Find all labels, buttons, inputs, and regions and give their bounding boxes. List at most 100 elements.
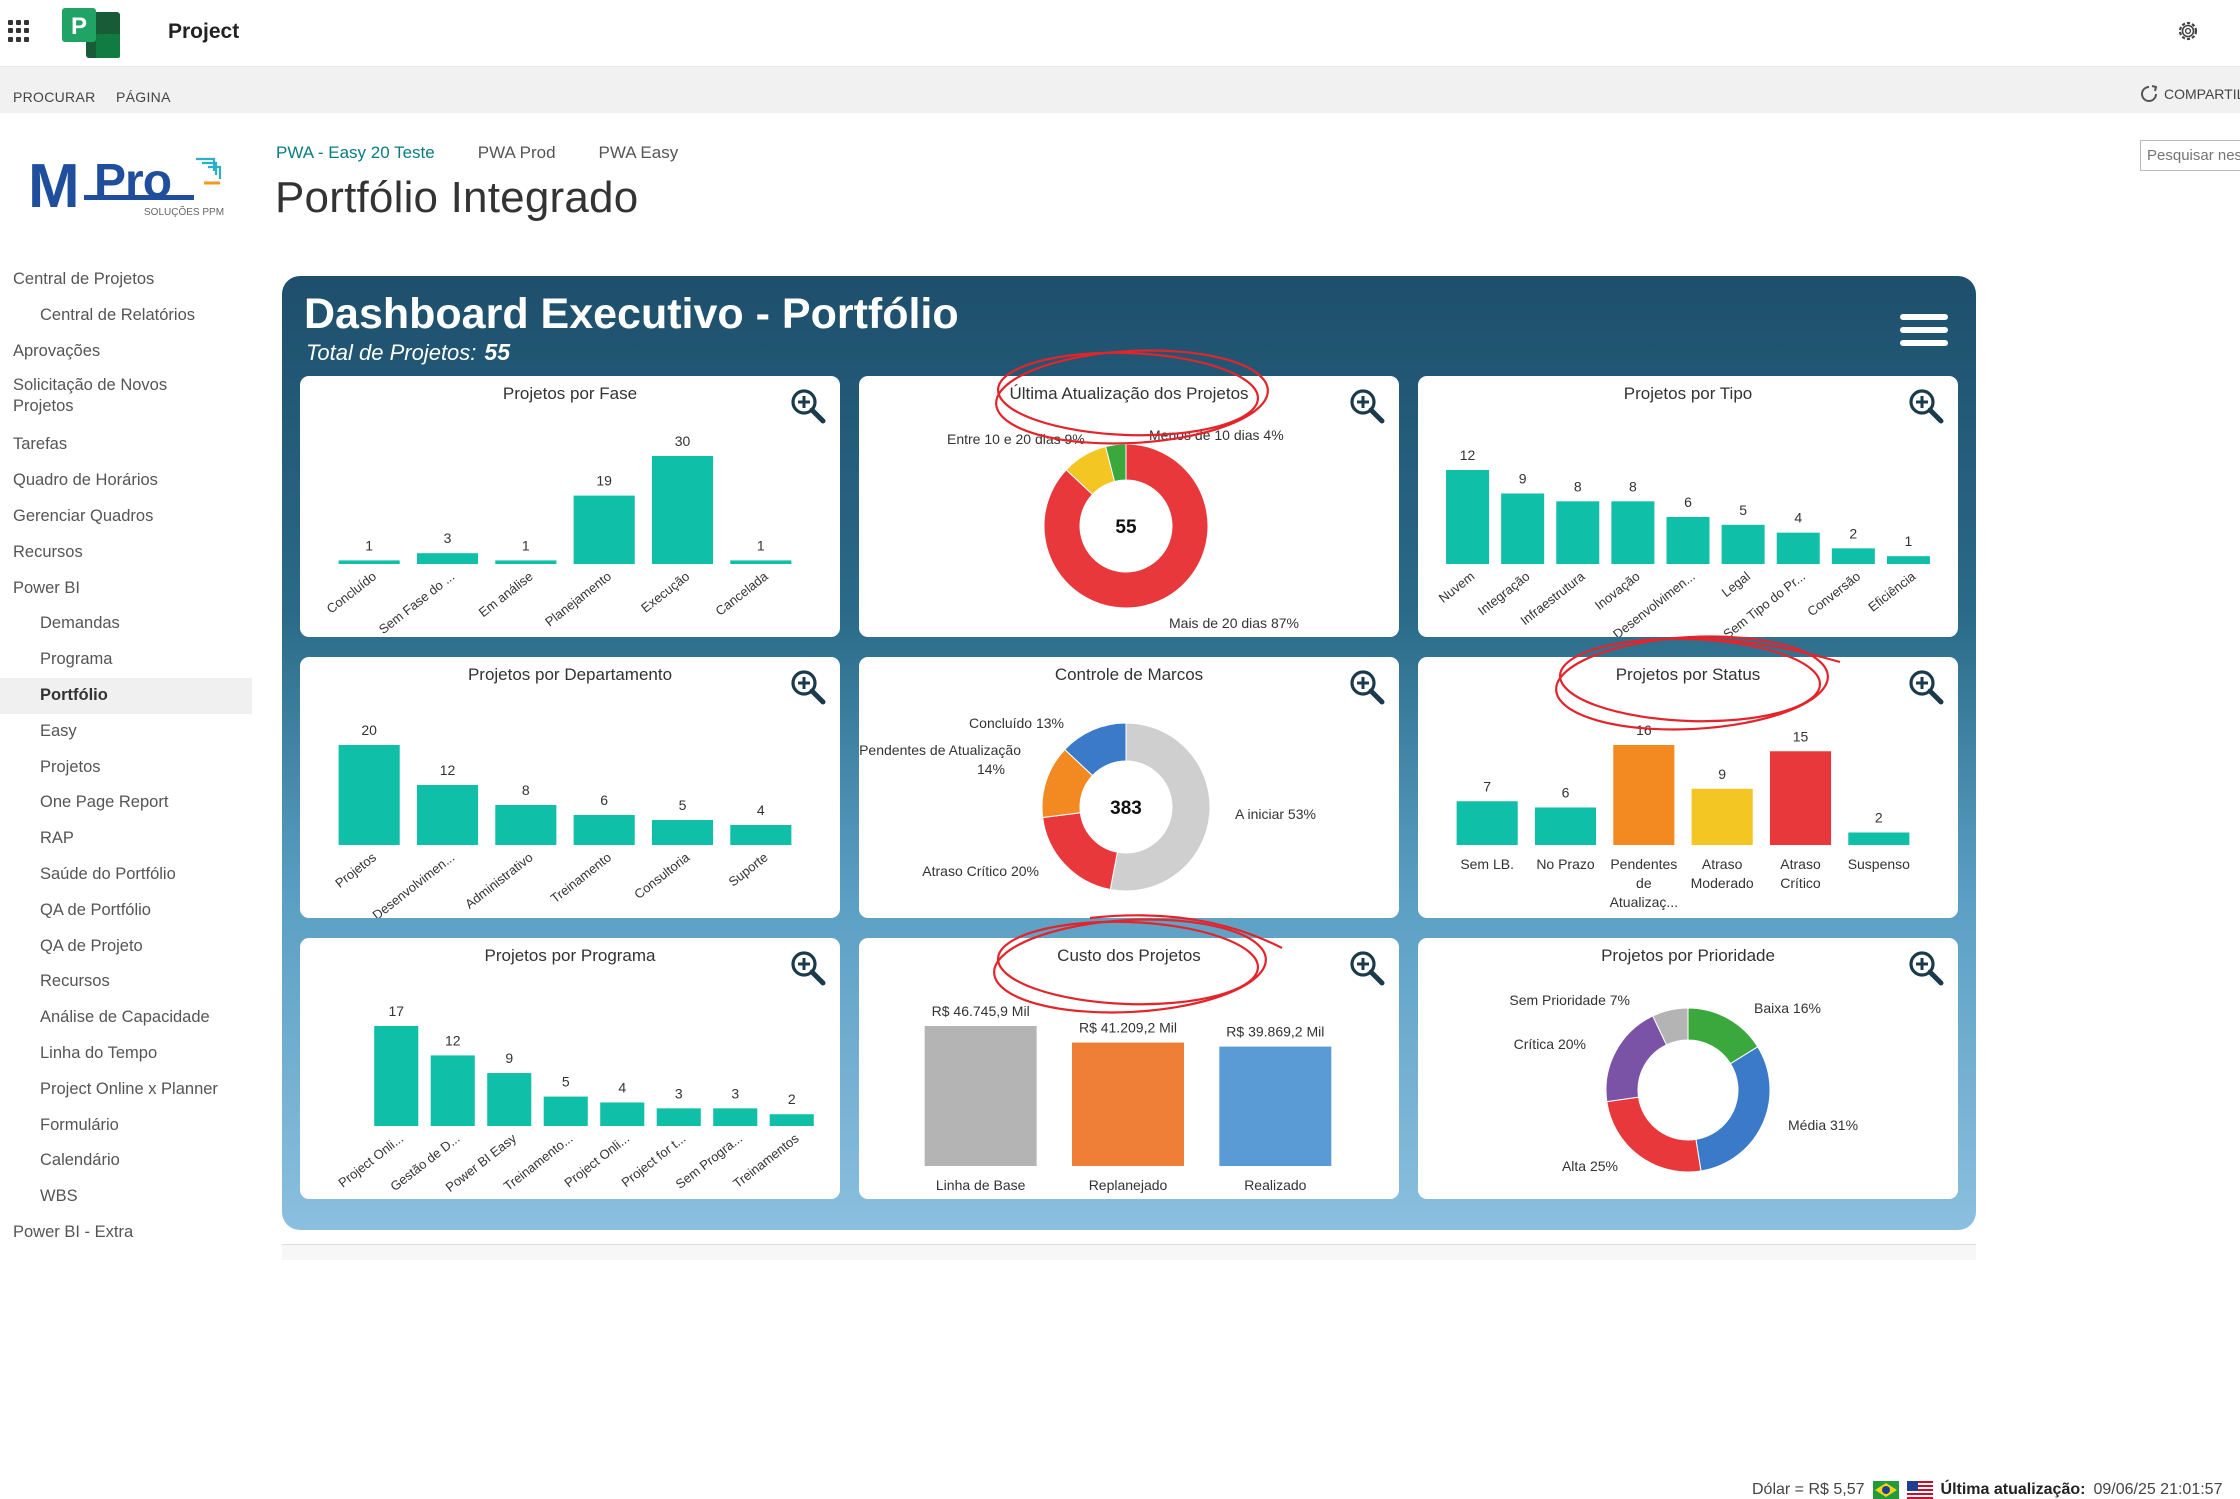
bar[interactable]	[713, 1108, 758, 1126]
bar[interactable]	[1446, 470, 1490, 564]
bar[interactable]	[1886, 556, 1930, 564]
breadcrumb-item[interactable]: PWA Prod	[477, 143, 556, 162]
bar[interactable]	[1666, 517, 1710, 564]
nav-item[interactable]: RAP	[40, 829, 74, 848]
bar[interactable]	[374, 1026, 419, 1126]
bar[interactable]	[543, 1096, 588, 1126]
chart-card-departamento[interactable]: Projetos por Departamento 20 Projetos 12 Des…	[300, 657, 840, 918]
zoom-in-icon[interactable]	[788, 386, 828, 426]
bar[interactable]	[1501, 493, 1545, 565]
share-button[interactable]: COMPARTIL	[2140, 85, 2240, 103]
mpro-logo[interactable]: M Pro SOLUÇÕES PPM	[26, 145, 236, 225]
chart-card-custo[interactable]: Custo dos Projetos R$ 46.745,9 Mil Linha d…	[859, 938, 1399, 1199]
bar[interactable]	[1219, 1046, 1332, 1166]
nav-item[interactable]: Central de Projetos	[13, 270, 155, 288]
zoom-in-icon[interactable]	[1906, 386, 1946, 426]
bar[interactable]	[730, 560, 792, 564]
chart-card-prioridade[interactable]: Projetos por Prioridade Baixa 16% Média 31…	[1418, 938, 1958, 1199]
bar[interactable]	[651, 456, 714, 564]
chart-card-marcos[interactable]: Controle de Marcos A iniciar 53% Atraso Cr…	[859, 657, 1399, 918]
nav-item[interactable]: Projetos	[40, 757, 101, 776]
nav-item[interactable]: Project Online x Planner	[40, 1079, 218, 1098]
bar[interactable]	[495, 805, 557, 845]
bar[interactable]	[1456, 801, 1518, 845]
ribbon-tab-page[interactable]: PÁGINA	[116, 89, 171, 105]
nav-item[interactable]: Central de Relatórios	[40, 305, 195, 324]
bar[interactable]	[656, 1108, 701, 1126]
nav-item[interactable]: Linha do Tempo	[40, 1043, 158, 1062]
breadcrumb-item[interactable]: PWA - Easy 20 Teste	[276, 143, 435, 162]
nav-item[interactable]: WBS	[40, 1187, 78, 1206]
nav-item[interactable]: Solicitação de Novos Projetos	[13, 376, 168, 416]
bar[interactable]	[651, 820, 714, 845]
chart-card-status[interactable]: Projetos por Status 7 Sem LB. 6 No Prazo 16 Pe…	[1418, 657, 1958, 918]
nav-item[interactable]: QA de Projeto	[40, 936, 143, 955]
bar[interactable]	[573, 495, 635, 564]
zoom-in-icon[interactable]	[1906, 667, 1946, 707]
zoom-in-icon[interactable]	[1906, 948, 1946, 988]
nav-item[interactable]: Quadro de Horários	[13, 471, 158, 490]
bar[interactable]	[338, 560, 400, 564]
nav-item[interactable]: Programa	[40, 650, 113, 669]
bar[interactable]	[1072, 1042, 1184, 1166]
bar[interactable]	[600, 1102, 645, 1126]
chart-card-atualizacao[interactable]: Última Atualização dos Projetos Mais de 2…	[859, 376, 1399, 637]
breadcrumb-item[interactable]: PWA Easy	[598, 143, 679, 162]
pie-slice[interactable]	[1605, 1015, 1668, 1103]
chart-card-tipo[interactable]: Projetos por Tipo 12 Nuvem 9 Integração 8 Infr…	[1418, 376, 1958, 637]
zoom-in-icon[interactable]	[1347, 386, 1387, 426]
project-logo-icon[interactable]: P	[60, 4, 124, 62]
bar[interactable]	[1556, 501, 1600, 564]
bar[interactable]	[1776, 532, 1820, 564]
bar[interactable]	[416, 785, 479, 845]
gear-icon[interactable]	[2175, 18, 2201, 44]
pie-slice[interactable]	[1606, 1096, 1702, 1173]
bar[interactable]	[1611, 501, 1655, 564]
pie-slice[interactable]	[1695, 1046, 1771, 1172]
pie-slice[interactable]	[1652, 1007, 1689, 1046]
nav-item[interactable]: QA de Portfólio	[40, 900, 151, 919]
zoom-in-icon[interactable]	[788, 667, 828, 707]
ribbon-tab-browse[interactable]: PROCURAR	[13, 89, 96, 105]
nav-item[interactable]: Calendário	[40, 1151, 120, 1170]
bar[interactable]	[1721, 524, 1765, 564]
bar[interactable]	[1831, 548, 1875, 564]
bar[interactable]	[1534, 807, 1597, 846]
nav-item[interactable]: Power BI	[13, 578, 80, 597]
nav-item[interactable]: Portfólio	[0, 677, 252, 714]
pie-slice[interactable]	[1064, 722, 1127, 777]
app-launcher-icon[interactable]	[8, 20, 30, 42]
nav-item[interactable]: Saúde do Portfólio	[40, 864, 176, 883]
bar[interactable]	[495, 560, 557, 564]
bar[interactable]	[769, 1114, 814, 1126]
nav-item[interactable]: Tarefas	[13, 435, 68, 454]
bar[interactable]	[1613, 745, 1675, 845]
bar[interactable]	[416, 553, 479, 564]
zoom-in-icon[interactable]	[1347, 667, 1387, 707]
nav-item[interactable]: Recursos	[13, 542, 83, 561]
zoom-in-icon[interactable]	[788, 948, 828, 988]
zoom-in-icon[interactable]	[1347, 948, 1387, 988]
bar[interactable]	[1769, 751, 1832, 845]
nav-item[interactable]: Aprovações	[13, 341, 101, 360]
menu-icon[interactable]	[1900, 314, 1948, 350]
pie-slice[interactable]	[1043, 443, 1209, 609]
chart-card-programa[interactable]: Projetos por Programa 17 Project Onli... 12…	[300, 938, 840, 1199]
nav-item[interactable]: Demandas	[40, 614, 120, 633]
nav-item[interactable]: Power BI - Extra	[13, 1222, 134, 1241]
nav-item[interactable]: One Page Report	[40, 793, 169, 812]
bar[interactable]	[1848, 832, 1910, 846]
bar[interactable]	[924, 1026, 1037, 1166]
bar[interactable]	[338, 745, 400, 845]
bar[interactable]	[730, 825, 792, 845]
search-input[interactable]	[2140, 140, 2240, 171]
nav-item[interactable]: Formulário	[40, 1115, 119, 1134]
pie-slice[interactable]	[1109, 722, 1211, 892]
bar[interactable]	[573, 815, 635, 845]
nav-item[interactable]: Recursos	[40, 972, 110, 991]
pie-slice[interactable]	[1042, 812, 1118, 891]
bar[interactable]	[1691, 788, 1753, 845]
bar[interactable]	[430, 1055, 475, 1126]
app-title[interactable]: Project	[168, 20, 240, 43]
nav-item[interactable]: Easy	[40, 721, 77, 740]
